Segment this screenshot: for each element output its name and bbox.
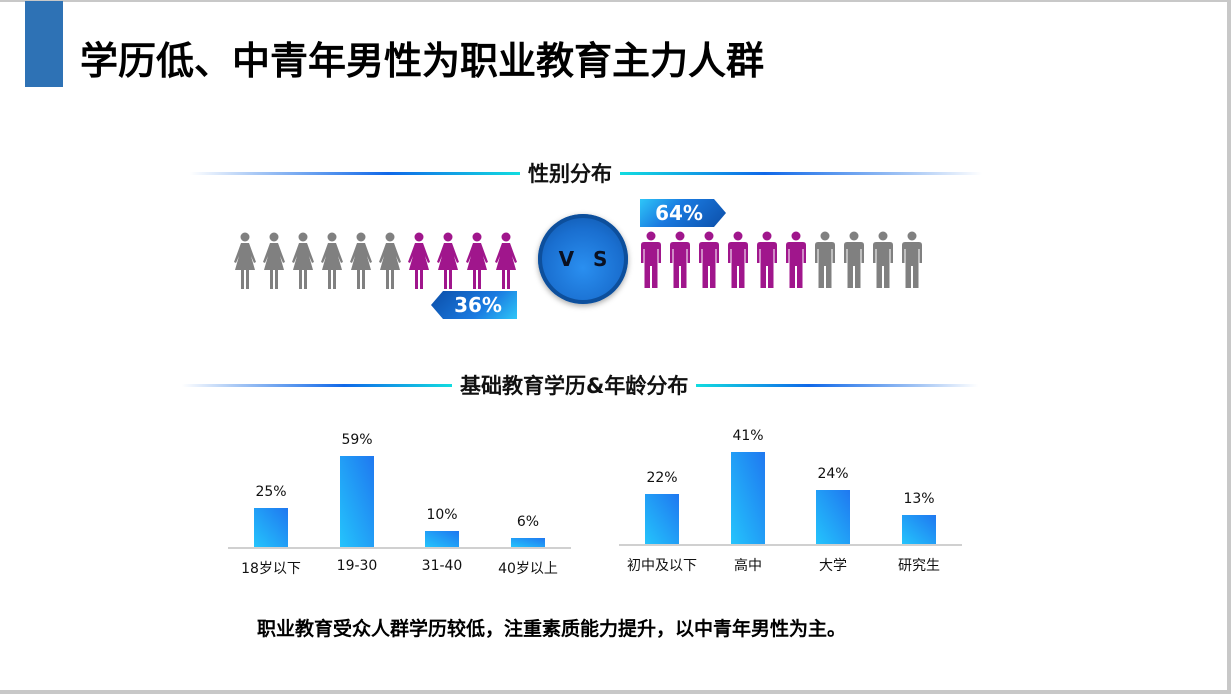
slide-frame-bottom <box>0 690 1231 694</box>
bar <box>254 508 288 547</box>
male-pictogram-row <box>639 231 924 289</box>
category-label: 18岁以下 <box>241 561 301 577</box>
female-percent-label: 36% <box>454 293 502 317</box>
vs-label: V S <box>558 247 614 271</box>
male-person-icon <box>871 231 895 289</box>
bar-value-label: 22% <box>646 470 678 486</box>
title-accent-bar <box>25 1 63 87</box>
male-person-icon <box>813 231 837 289</box>
bar <box>731 452 765 544</box>
slide-frame-top <box>0 0 1231 2</box>
gender-section-title: 性别分布 <box>528 162 612 186</box>
male-person-icon <box>755 231 779 289</box>
header-divider-right <box>620 171 982 175</box>
bar-group: 59% <box>327 432 387 547</box>
header-divider-right <box>696 383 979 387</box>
female-percent-tag: 36% <box>431 291 517 319</box>
bar-value-label: 10% <box>426 507 458 523</box>
category-label: 大学 <box>819 558 847 574</box>
female-person-icon <box>320 232 344 290</box>
male-person-icon <box>639 231 663 289</box>
education-chart-axis <box>619 544 962 546</box>
bar <box>425 531 459 547</box>
header-divider-left <box>182 383 452 387</box>
bar-group: 24% <box>803 466 863 544</box>
bar <box>340 456 374 547</box>
category-label: 31-40 <box>421 558 463 574</box>
page-title: 学历低、中青年男性为职业教育主力人群 <box>80 39 765 83</box>
female-person-icon <box>494 232 518 290</box>
age-bar-chart: 25% 18岁以下 59% 19-30 10% 31-40 6% 40岁以上 <box>228 420 571 590</box>
category-label: 19-30 <box>336 558 378 574</box>
bar <box>902 515 936 544</box>
male-person-icon <box>900 231 924 289</box>
female-person-icon <box>465 232 489 290</box>
bar-value-label: 6% <box>516 514 540 530</box>
bar <box>511 538 545 547</box>
female-person-icon <box>291 232 315 290</box>
female-person-icon <box>407 232 431 290</box>
bar-group: 6% <box>498 514 558 547</box>
bar <box>645 494 679 544</box>
category-label: 研究生 <box>898 558 940 574</box>
bar-group: 22% <box>632 470 692 544</box>
bar-value-label: 25% <box>255 484 287 500</box>
male-person-icon <box>842 231 866 289</box>
age-chart-axis <box>228 547 571 549</box>
edu-age-section-title: 基础教育学历&年龄分布 <box>460 374 689 398</box>
bar-value-label: 41% <box>732 428 764 444</box>
male-percent-label: 64% <box>655 201 703 225</box>
male-person-icon <box>726 231 750 289</box>
female-person-icon <box>233 232 257 290</box>
bar-group: 41% <box>718 428 778 544</box>
bar-group: 13% <box>889 491 949 544</box>
female-person-icon <box>436 232 460 290</box>
female-person-icon <box>378 232 402 290</box>
female-pictogram-row <box>233 232 518 290</box>
header-divider-left <box>190 171 520 175</box>
bar-value-label: 59% <box>341 432 373 448</box>
male-person-icon <box>784 231 808 289</box>
category-label: 40岁以上 <box>498 561 558 577</box>
bar <box>816 490 850 544</box>
bar-value-label: 24% <box>817 466 849 482</box>
edu-age-section-header: 基础教育学历&年龄分布 <box>182 370 979 400</box>
male-person-icon <box>668 231 692 289</box>
category-label: 高中 <box>734 558 762 574</box>
conclusion-text: 职业教育受众人群学历较低，注重素质能力提升，以中青年男性为主。 <box>257 618 847 640</box>
female-person-icon <box>262 232 286 290</box>
female-person-icon <box>349 232 373 290</box>
male-percent-tag: 64% <box>640 199 726 227</box>
gender-section-header: 性别分布 <box>190 158 982 188</box>
vs-badge: V S <box>538 214 628 304</box>
slide-frame-right <box>1227 0 1231 694</box>
bar-group: 10% <box>412 507 472 547</box>
bar-value-label: 13% <box>903 491 935 507</box>
category-label: 初中及以下 <box>627 558 697 574</box>
male-person-icon <box>697 231 721 289</box>
education-bar-chart: 22% 初中及以下 41% 高中 24% 大学 13% 研究生 <box>619 420 962 590</box>
bar-group: 25% <box>241 484 301 547</box>
